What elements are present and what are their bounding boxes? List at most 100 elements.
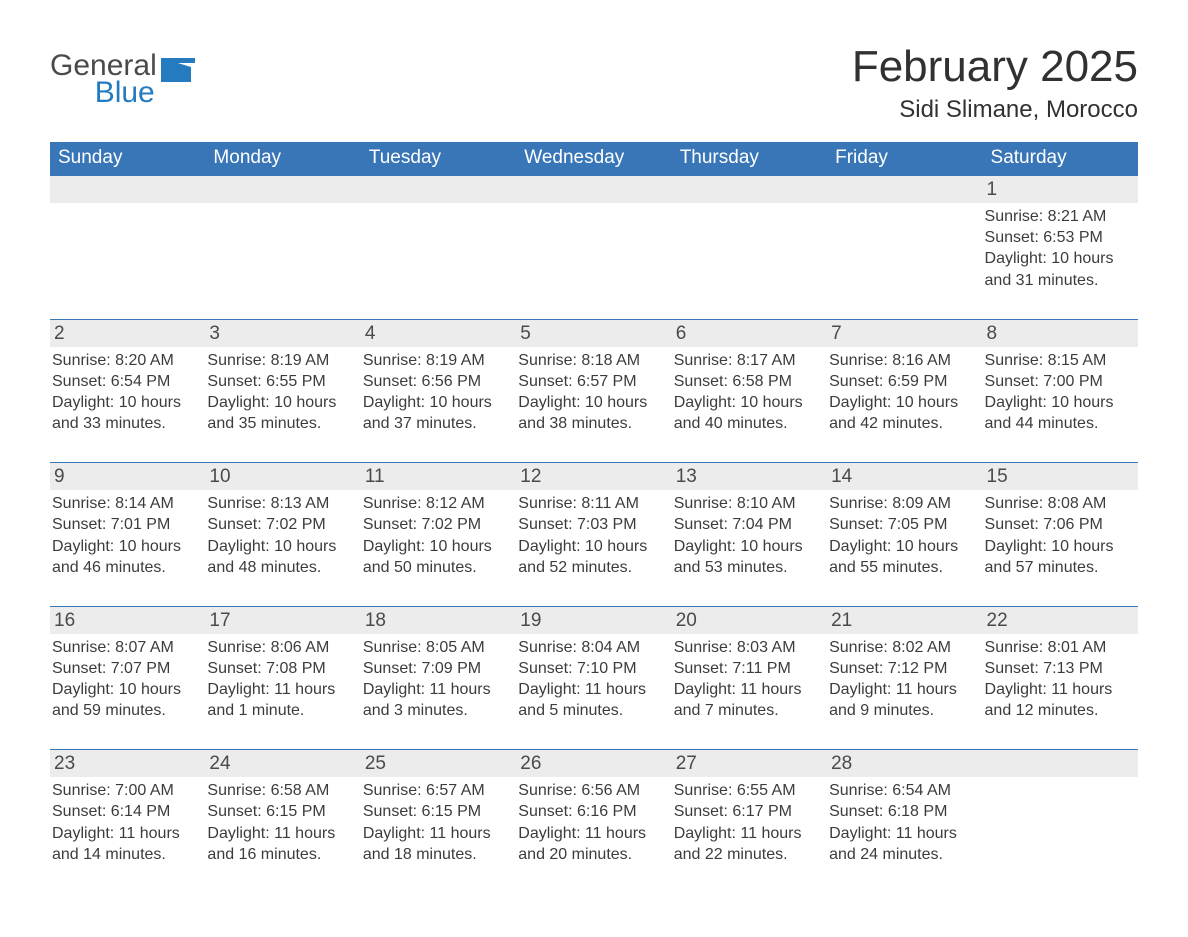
calendar-cell: 19Sunrise: 8:04 AMSunset: 7:10 PMDayligh…: [516, 606, 671, 750]
location-label: Sidi Slimane, Morocco: [852, 96, 1138, 124]
calendar-cell: [672, 176, 827, 320]
daylight-line: Daylight: 10 hours and 57 minutes.: [985, 536, 1132, 578]
calendar-week-row: 2Sunrise: 8:20 AMSunset: 6:54 PMDaylight…: [50, 319, 1138, 463]
calendar-cell: 22Sunrise: 8:01 AMSunset: 7:13 PMDayligh…: [983, 606, 1138, 750]
sunrise-line: Sunrise: 6:54 AM: [829, 780, 976, 801]
sunrise-line: Sunrise: 8:04 AM: [518, 637, 665, 658]
day-number: 7: [827, 320, 982, 347]
calendar-cell: [983, 750, 1138, 893]
sunset-line: Sunset: 7:02 PM: [207, 514, 354, 535]
calendar-cell: [361, 176, 516, 320]
daylight-line: Daylight: 10 hours and 52 minutes.: [518, 536, 665, 578]
day-details: Sunrise: 8:03 AMSunset: 7:11 PMDaylight:…: [674, 637, 821, 721]
sunset-line: Sunset: 6:16 PM: [518, 801, 665, 822]
sunrise-line: Sunrise: 6:57 AM: [363, 780, 510, 801]
daylight-line: Daylight: 10 hours and 33 minutes.: [52, 392, 199, 434]
daylight-line: Daylight: 11 hours and 16 minutes.: [207, 823, 354, 865]
day-number-blank: [983, 750, 1138, 777]
calendar-cell: 23Sunrise: 7:00 AMSunset: 6:14 PMDayligh…: [50, 750, 205, 893]
sunrise-line: Sunrise: 8:10 AM: [674, 493, 821, 514]
weekday-header: Thursday: [672, 142, 827, 176]
sunset-line: Sunset: 6:14 PM: [52, 801, 199, 822]
sunset-line: Sunset: 6:53 PM: [985, 227, 1132, 248]
day-details: Sunrise: 8:06 AMSunset: 7:08 PMDaylight:…: [207, 637, 354, 721]
sunrise-line: Sunrise: 8:09 AM: [829, 493, 976, 514]
calendar-week-row: 16 Sunrise: 8:07 AMSunset: 7:07 PMDayligh…: [50, 606, 1138, 750]
sunset-line: Sunset: 7:10 PM: [518, 658, 665, 679]
day-details: Sunrise: 8:14 AMSunset: 7:01 PMDaylight:…: [52, 493, 199, 577]
logo: General Blue: [50, 44, 195, 107]
day-details: Sunrise: 7:00 AMSunset: 6:14 PMDaylight:…: [52, 780, 199, 864]
weekday-header-row: Sunday Monday Tuesday Wednesday Thursday…: [50, 142, 1138, 176]
day-number: 15: [983, 463, 1138, 490]
sunrise-line: Sunrise: 8:16 AM: [829, 350, 976, 371]
day-number: 8: [983, 320, 1138, 347]
daylight-line: Daylight: 11 hours and 1 minute.: [207, 679, 354, 721]
sunrise-line: Sunrise: 8:03 AM: [674, 637, 821, 658]
day-details: Sunrise: 8:15 AMSunset: 7:00 PMDaylight:…: [985, 350, 1132, 434]
day-details: Sunrise: 8:12 AMSunset: 7:02 PMDaylight:…: [363, 493, 510, 577]
day-details: Sunrise: 6:54 AMSunset: 6:18 PMDaylight:…: [829, 780, 976, 864]
sunrise-line: Sunrise: 8:12 AM: [363, 493, 510, 514]
day-number: 27: [672, 750, 827, 777]
daylight-line: Daylight: 11 hours and 14 minutes.: [52, 823, 199, 865]
sunset-line: Sunset: 6:59 PM: [829, 371, 976, 392]
daylight-line: Daylight: 11 hours and 12 minutes.: [985, 679, 1132, 721]
sunset-line: Sunset: 7:01 PM: [52, 514, 199, 535]
calendar-cell: 8 Sunrise: 8:15 AMSunset: 7:00 PMDaylight…: [983, 319, 1138, 463]
sunset-line: Sunset: 6:54 PM: [52, 371, 199, 392]
day-number: 18: [361, 607, 516, 634]
calendar-cell: [516, 176, 671, 320]
day-details: Sunrise: 6:56 AMSunset: 6:16 PMDaylight:…: [518, 780, 665, 864]
day-details: Sunrise: 8:09 AMSunset: 7:05 PMDaylight:…: [829, 493, 976, 577]
sunset-line: Sunset: 6:17 PM: [674, 801, 821, 822]
calendar-cell: 2Sunrise: 8:20 AMSunset: 6:54 PMDaylight…: [50, 319, 205, 463]
sunrise-line: Sunrise: 8:02 AM: [829, 637, 976, 658]
calendar-cell: 25Sunrise: 6:57 AMSunset: 6:15 PMDayligh…: [361, 750, 516, 893]
calendar-cell: 16 Sunrise: 8:07 AMSunset: 7:07 PMDayligh…: [50, 606, 205, 750]
day-details: Sunrise: 8:16 AMSunset: 6:59 PMDaylight:…: [829, 350, 976, 434]
daylight-line: Daylight: 10 hours and 42 minutes.: [829, 392, 976, 434]
calendar-cell: 9Sunrise: 8:14 AMSunset: 7:01 PMDaylight…: [50, 463, 205, 607]
day-number: 1: [983, 176, 1138, 203]
day-number: 13: [672, 463, 827, 490]
calendar-body: 1 Sunrise: 8:21 AMSunset: 6:53 PM Daylight…: [50, 176, 1138, 893]
sunset-line: Sunset: 6:55 PM: [207, 371, 354, 392]
sunset-line: Sunset: 7:03 PM: [518, 514, 665, 535]
weekday-header: Friday: [827, 142, 982, 176]
calendar-cell: 18Sunrise: 8:05 AMSunset: 7:09 PMDayligh…: [361, 606, 516, 750]
sunrise-line: Sunrise: 8:14 AM: [52, 493, 199, 514]
daylight-line: Daylight: 10 hours and 59 minutes.: [52, 679, 199, 721]
day-number: 20: [672, 607, 827, 634]
daylight-line: Daylight: 11 hours and 5 minutes.: [518, 679, 665, 721]
day-number: 21: [827, 607, 982, 634]
day-details: Sunrise: 8:07 AMSunset: 7:07 PMDaylight:…: [52, 637, 199, 721]
sunrise-line: Sunrise: 8:01 AM: [985, 637, 1132, 658]
calendar-week-row: 23Sunrise: 7:00 AMSunset: 6:14 PMDayligh…: [50, 750, 1138, 893]
sunrise-line: Sunrise: 8:21 AM: [985, 206, 1132, 227]
day-number: 6: [672, 320, 827, 347]
calendar-cell: 11Sunrise: 8:12 AMSunset: 7:02 PMDayligh…: [361, 463, 516, 607]
daylight-line: Daylight: 11 hours and 18 minutes.: [363, 823, 510, 865]
day-details: Sunrise: 8:20 AMSunset: 6:54 PMDaylight:…: [52, 350, 199, 434]
daylight-line: Daylight: 10 hours and 37 minutes.: [363, 392, 510, 434]
day-details: Sunrise: 6:57 AMSunset: 6:15 PMDaylight:…: [363, 780, 510, 864]
calendar-cell: [205, 176, 360, 320]
day-number: 14: [827, 463, 982, 490]
daylight-line: Daylight: 11 hours and 3 minutes.: [363, 679, 510, 721]
day-details: Sunrise: 8:18 AMSunset: 6:57 PMDaylight:…: [518, 350, 665, 434]
daylight-line: Daylight: 11 hours and 22 minutes.: [674, 823, 821, 865]
daylight-line: Daylight: 11 hours and 9 minutes.: [829, 679, 976, 721]
day-number: 16: [50, 607, 205, 634]
calendar-cell: 1Sunrise: 8:21 AMSunset: 6:53 PMDaylight…: [983, 176, 1138, 320]
sunrise-line: Sunrise: 8:19 AM: [363, 350, 510, 371]
day-details: Sunrise: 8:01 AMSunset: 7:13 PMDaylight:…: [985, 637, 1132, 721]
calendar-cell: 20 Sunrise: 8:03 AMSunset: 7:11 PMDayligh…: [672, 606, 827, 750]
sunrise-line: Sunrise: 8:15 AM: [985, 350, 1132, 371]
sunset-line: Sunset: 7:12 PM: [829, 658, 976, 679]
day-details: Sunrise: 8:02 AMSunset: 7:12 PMDaylight:…: [829, 637, 976, 721]
sunrise-line: Sunrise: 8:17 AM: [674, 350, 821, 371]
day-number: 28: [827, 750, 982, 777]
weekday-header: Monday: [205, 142, 360, 176]
day-number-blank: [672, 176, 827, 203]
